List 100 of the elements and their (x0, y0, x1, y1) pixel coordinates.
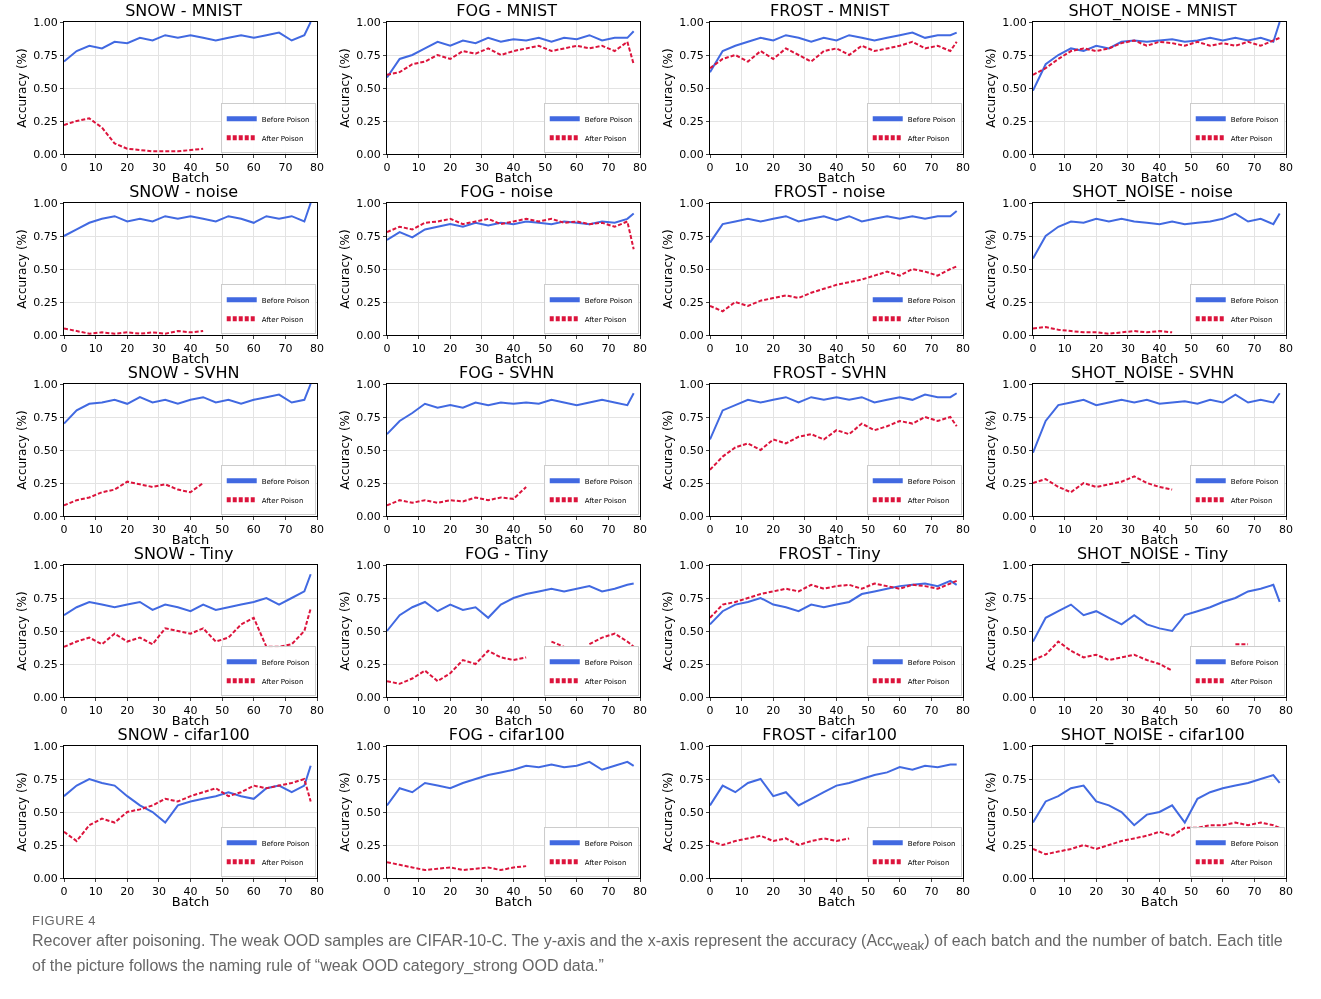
y-tick-label: 0.00 (33, 328, 58, 342)
line-series (710, 392, 958, 441)
x-tick-label: 60 (569, 342, 584, 356)
x-tick-label: 80 (956, 704, 970, 718)
chart-title: FOG - Tiny (464, 544, 549, 564)
y-tick-label: 0.50 (679, 805, 704, 819)
x-tick-label: 20 (443, 161, 458, 175)
y-tick-label: 0.50 (679, 262, 704, 276)
x-tick-label: 30 (474, 161, 489, 175)
x-tick-label: 80 (956, 161, 970, 175)
x-tick-label: 20 (1089, 885, 1104, 899)
x-tick-label: 20 (443, 885, 458, 899)
line-series (387, 392, 635, 436)
y-tick-label: 0.75 (679, 229, 704, 243)
x-tick-label: 10 (1057, 885, 1072, 899)
x-tick-label: 0 (60, 885, 68, 899)
x-tick-label: 10 (411, 523, 426, 537)
y-tick-label: 0.75 (33, 772, 58, 786)
y-tick-label: 0.25 (33, 295, 58, 309)
y-tick-label: 0.75 (356, 772, 381, 786)
x-tick-label: 80 (633, 523, 647, 537)
y-tick-label: 0.25 (356, 476, 381, 490)
x-tick-label: 80 (310, 523, 324, 537)
y-tick-label: 1.00 (1002, 558, 1027, 572)
y-tick-label: 0.25 (1002, 295, 1027, 309)
y-tick-label: 0.50 (1002, 262, 1027, 276)
x-tick-label: 80 (956, 342, 970, 356)
x-tick-label: 50 (538, 704, 553, 718)
y-tick-label: 0.00 (1002, 871, 1027, 885)
y-tick-label: 0.00 (356, 328, 381, 342)
y-axis-title: Accuracy (%) (14, 229, 29, 309)
x-tick-label: 70 (278, 342, 293, 356)
y-tick-label: 0.00 (679, 147, 704, 161)
y-tick-label: 0.00 (356, 509, 381, 523)
x-tick-label: 30 (1120, 704, 1135, 718)
y-tick-label: 0.00 (356, 147, 381, 161)
y-tick-label: 0.50 (356, 624, 381, 638)
y-axis-title: Accuracy (%) (14, 48, 29, 128)
x-tick-label: 0 (60, 523, 68, 537)
x-tick-label: 10 (88, 342, 103, 356)
x-tick-label: 70 (278, 161, 293, 175)
y-tick-label: 0.50 (33, 624, 58, 638)
y-tick-label: 0.00 (679, 509, 704, 523)
chart-title: FOG - MNIST (456, 1, 558, 21)
y-tick-label: 0.25 (33, 114, 58, 128)
y-tick-label: 1.00 (356, 15, 381, 29)
x-tick-label: 30 (797, 885, 812, 899)
line-series (64, 573, 312, 617)
y-tick-label: 0.75 (679, 772, 704, 786)
x-tick-label: 10 (734, 523, 749, 537)
x-tick-label: 20 (120, 342, 135, 356)
line-series (1033, 36, 1281, 76)
x-tick-label: 50 (538, 523, 553, 537)
x-tick-label: 0 (383, 342, 391, 356)
x-tick-label: 20 (766, 704, 781, 718)
x-tick-label: 60 (246, 885, 261, 899)
x-tick-label: 80 (1279, 885, 1293, 899)
line-series (1033, 475, 1174, 494)
x-tick-label: 20 (1089, 523, 1104, 537)
x-tick-label: 70 (1247, 161, 1262, 175)
x-tick-label: 30 (474, 704, 489, 718)
y-tick-label: 0.50 (1002, 81, 1027, 95)
y-tick-label: 0.75 (33, 410, 58, 424)
x-tick-label: 60 (892, 885, 907, 899)
x-tick-label: 70 (278, 885, 293, 899)
x-tick-label: 80 (1279, 342, 1293, 356)
x-tick-label: 30 (1120, 885, 1135, 899)
chart-title: SHOT_NOISE - cifar100 (1060, 725, 1245, 746)
x-tick-label: 30 (474, 342, 489, 356)
y-tick-label: 0.00 (679, 328, 704, 342)
x-tick-label: 80 (956, 523, 970, 537)
y-tick-label: 0.25 (33, 476, 58, 490)
y-tick-label: 1.00 (679, 739, 704, 753)
x-tick-label: 10 (411, 704, 426, 718)
chart-title: SHOT_NOISE - noise (1072, 182, 1233, 203)
y-tick-label: 0.25 (356, 114, 381, 128)
x-tick-label: 70 (601, 161, 616, 175)
y-tick-label: 1.00 (33, 377, 58, 391)
x-tick-label: 30 (151, 161, 166, 175)
x-tick-label: 30 (474, 523, 489, 537)
x-tick-label: 50 (861, 704, 876, 718)
x-tick-label: 0 (706, 161, 714, 175)
x-tick-label: 80 (310, 161, 324, 175)
x-tick-label: 60 (1215, 161, 1230, 175)
chart-title: SHOT_NOISE - MNIST (1068, 1, 1238, 22)
x-tick-label: 0 (1029, 523, 1037, 537)
line-series (710, 31, 958, 74)
y-tick-label: 0.50 (679, 81, 704, 95)
x-tick-label: 20 (443, 704, 458, 718)
x-tick-label: 80 (1279, 704, 1293, 718)
y-tick-label: 1.00 (356, 558, 381, 572)
y-tick-label: 0.00 (356, 690, 381, 704)
y-tick-label: 0.75 (1002, 229, 1027, 243)
x-tick-label: 10 (734, 342, 749, 356)
y-tick-label: 1.00 (33, 739, 58, 753)
x-tick-label: 0 (706, 523, 714, 537)
chart-title: SNOW - SVHN (127, 363, 240, 383)
x-tick-label: 30 (797, 161, 812, 175)
line-series (387, 760, 635, 807)
x-tick-label: 50 (215, 704, 230, 718)
